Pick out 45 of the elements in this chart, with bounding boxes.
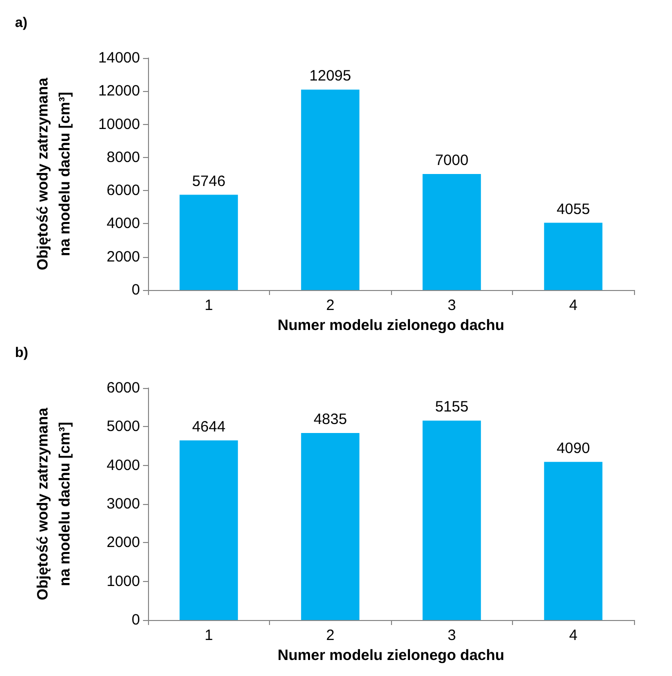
x-axis-title: Numer modelu zielonego dachu — [278, 646, 504, 664]
y-axis-title: Objętość wody zatrzymana na modelu dachu [cm³] — [34, 77, 74, 270]
y-tick-label: 6000 — [106, 380, 140, 396]
bar — [180, 440, 238, 620]
bar — [301, 90, 360, 290]
bar — [422, 174, 481, 290]
x-tick-label: 1 — [204, 297, 213, 314]
y-tick-label: 5000 — [106, 418, 140, 436]
x-tick-label: 4 — [569, 627, 578, 644]
y-tick-label: 0 — [132, 282, 140, 298]
bar — [544, 462, 602, 620]
y-tick-label: 2000 — [106, 248, 140, 266]
y-axis-title: Objętość wody zatrzymana na modelu dachu [cm³] — [34, 407, 74, 600]
x-tick-label: 2 — [326, 297, 334, 314]
x-axis-title: Numer modelu zielonego dachu — [278, 316, 504, 334]
y-tick-label: 12000 — [98, 82, 140, 100]
data-label: 5155 — [435, 398, 468, 416]
y-tick-label: 2000 — [106, 534, 140, 552]
x-tick-label: 3 — [448, 627, 456, 644]
x-tick-label: 2 — [326, 627, 334, 644]
y-tick-label: 3000 — [106, 496, 140, 512]
bar — [180, 194, 238, 290]
text: a) — [15, 14, 28, 30]
x-tick-label: 4 — [569, 297, 578, 314]
y-tick-label: 6000 — [106, 182, 140, 200]
x-tick-label: 1 — [204, 627, 213, 644]
bar — [422, 420, 481, 620]
y-tick-label: 0 — [132, 612, 140, 628]
y-tick-label: 4000 — [106, 215, 140, 232]
y-tick-label: 10000 — [98, 116, 140, 133]
y-tick-label: 14000 — [98, 50, 140, 66]
data-label: 4835 — [314, 411, 347, 428]
y-tick-label: 1000 — [106, 572, 140, 590]
bar — [301, 433, 360, 620]
data-label: 4090 — [556, 440, 590, 457]
bar — [544, 222, 602, 290]
data-label: 7000 — [435, 152, 468, 169]
y-tick-label: 4000 — [106, 456, 140, 474]
data-label: 12095 — [309, 68, 352, 85]
data-label: 4055 — [556, 200, 590, 218]
data-label: 5746 — [192, 172, 226, 190]
data-label: 4644 — [192, 418, 226, 436]
text: b) — [15, 344, 28, 360]
x-tick-label: 3 — [448, 297, 456, 314]
y-tick-label: 8000 — [106, 148, 140, 166]
